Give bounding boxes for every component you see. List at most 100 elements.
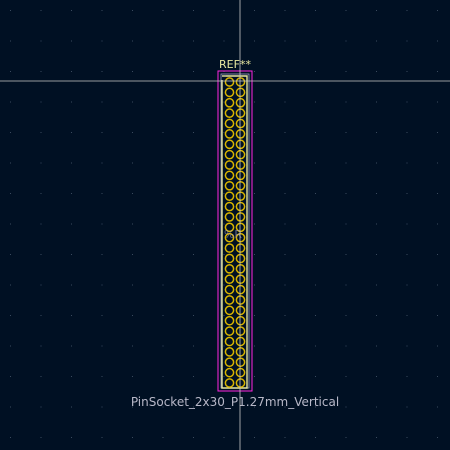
grid-dot [315,71,316,72]
pad[interactable] [235,232,246,243]
pad[interactable] [235,180,246,191]
pad[interactable] [235,367,246,378]
pad[interactable] [235,253,246,264]
pad[interactable] [235,170,246,181]
pad[interactable] [235,336,246,347]
pad[interactable] [235,97,246,108]
pad-array[interactable] [224,77,246,388]
grid-dot [376,345,377,347]
grid-dot [223,10,225,11]
pad[interactable] [224,180,235,191]
pad[interactable] [224,305,235,316]
grid-dot [223,223,225,225]
grid-dot [284,10,286,11]
pad[interactable] [224,118,235,129]
pad[interactable] [224,129,235,139]
grid-dot [345,437,347,438]
pad[interactable] [224,253,235,264]
pad[interactable] [235,243,246,253]
footprint-value-label[interactable]: PinSocket_2x30_P1.27mm_Vertical [131,395,339,409]
pad[interactable] [224,274,235,285]
pad[interactable] [224,87,235,98]
pad[interactable] [235,284,246,295]
pad[interactable] [235,212,246,222]
grid-dot [223,406,225,408]
grid-dot [40,437,42,438]
grid-dot [132,345,133,347]
pad[interactable] [235,305,246,316]
pad[interactable] [224,191,235,202]
grid-dot [10,406,11,408]
pad[interactable] [235,274,246,285]
pad[interactable] [224,243,235,253]
pad[interactable] [224,170,235,181]
pad[interactable] [224,347,235,357]
pad[interactable] [235,357,246,368]
pad[interactable] [224,160,235,170]
pad[interactable] [224,263,235,274]
grid-dot [254,71,255,72]
grid-dot [132,162,133,164]
grid-dot [376,101,377,103]
pad[interactable] [235,326,246,336]
grid-dot [10,193,11,194]
pad[interactable] [224,378,235,388]
pad[interactable] [224,77,235,87]
pad[interactable] [224,284,235,295]
pad[interactable] [235,118,246,129]
pad[interactable] [224,232,235,243]
pad[interactable] [224,336,235,347]
pad[interactable] [224,212,235,222]
pad[interactable] [224,357,235,368]
grid-dot [101,284,103,286]
pad[interactable] [224,326,235,336]
pad[interactable] [235,263,246,274]
pad[interactable] [224,367,235,378]
grid-dot [193,101,194,103]
grid-dot [40,71,42,72]
grid-dot [406,223,408,225]
pad[interactable] [235,77,246,87]
pad[interactable] [224,97,235,108]
grid-dot [193,71,194,72]
grid-dot [315,10,316,11]
pad[interactable] [224,108,235,118]
grid-dot [437,315,438,316]
grid-dot [101,71,103,72]
pad[interactable] [235,222,246,233]
pad[interactable] [235,191,246,202]
grid-dot [376,40,377,42]
pad[interactable] [235,160,246,170]
pad[interactable] [235,201,246,212]
pad[interactable] [235,108,246,118]
pad[interactable] [235,295,246,305]
grid-dot [71,437,72,438]
grid-dot [345,345,347,347]
grid-dot [437,71,438,72]
pad[interactable] [224,222,235,233]
grid-dot [254,162,255,164]
pad[interactable] [224,149,235,160]
grid-dot [345,284,347,286]
grid-dot [315,193,316,194]
footprint[interactable]: %R REF** PinSocket_2x30_P1.27mm_Vertical [131,58,339,409]
pad[interactable] [235,139,246,150]
pad[interactable] [235,149,246,160]
grid-dot [71,101,72,103]
reference-designator[interactable]: REF** [219,58,251,71]
pad[interactable] [235,87,246,98]
grid-dot [376,376,377,377]
grid-dot [376,132,377,133]
pad[interactable] [235,347,246,357]
pad[interactable] [224,201,235,212]
pad[interactable] [235,129,246,139]
pad[interactable] [235,315,246,326]
pad[interactable] [224,139,235,150]
pad[interactable] [235,378,246,388]
pad[interactable] [224,295,235,305]
grid-dot [254,10,255,11]
grid-dot [10,162,11,164]
pad[interactable] [224,315,235,326]
